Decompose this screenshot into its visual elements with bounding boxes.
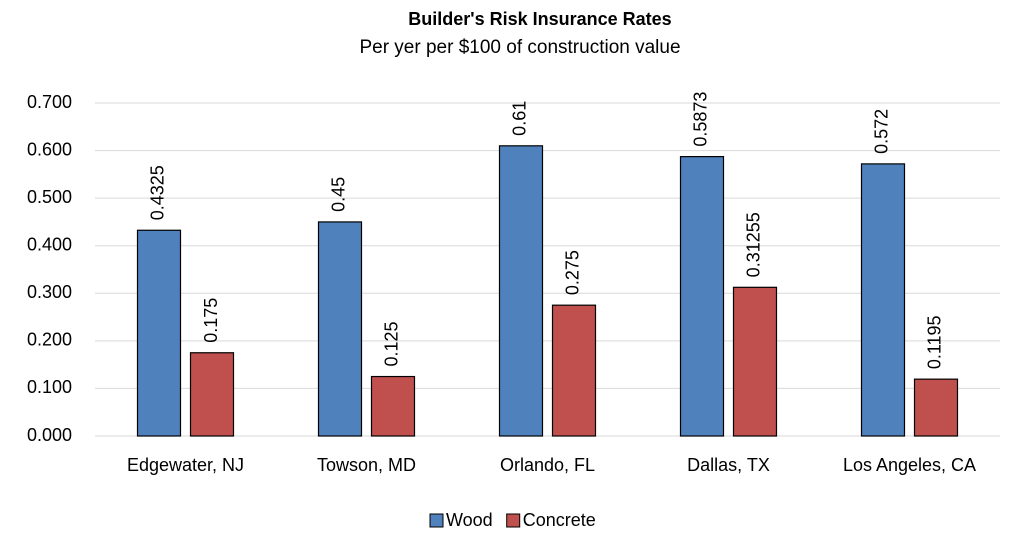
data-label: 0.125 xyxy=(382,321,402,366)
chart-subtitle: Per yer per $100 of construction value xyxy=(359,37,680,58)
bar xyxy=(317,221,363,437)
bar xyxy=(136,229,182,437)
y-tick-label: 0.200 xyxy=(27,330,72,350)
chart-title: Builder's Risk Insurance Rates xyxy=(408,9,671,29)
bar xyxy=(913,378,959,437)
bar xyxy=(679,156,725,437)
x-tick-label: Los Angeles, CA xyxy=(843,455,976,475)
data-label: 0.175 xyxy=(201,298,221,343)
data-label: 0.45 xyxy=(329,177,349,212)
data-label: 0.275 xyxy=(563,250,583,295)
data-label: 0.572 xyxy=(872,109,892,154)
data-label: 0.61 xyxy=(510,101,530,136)
bar xyxy=(498,145,544,437)
y-tick-label: 0.600 xyxy=(27,139,72,159)
x-tick-label: Edgewater, NJ xyxy=(127,455,244,475)
y-tick-label: 0.100 xyxy=(27,377,72,397)
legend-swatch xyxy=(429,513,444,528)
data-label: 0.4325 xyxy=(148,165,168,220)
bar xyxy=(732,286,778,437)
bar xyxy=(860,163,906,437)
x-tick-label: Orlando, FL xyxy=(500,455,595,475)
legend-label: Wood xyxy=(446,510,493,530)
y-tick-label: 0.400 xyxy=(27,234,72,254)
bar xyxy=(189,352,235,437)
x-tick-label: Towson, MD xyxy=(317,455,416,475)
y-tick-label: 0.500 xyxy=(27,187,72,207)
y-tick-label: 0.300 xyxy=(27,282,72,302)
data-label: 0.31255 xyxy=(744,212,764,277)
bar xyxy=(551,304,597,437)
legend-label: Concrete xyxy=(523,510,596,530)
bar xyxy=(370,375,416,437)
y-tick-label: 0.000 xyxy=(27,425,72,445)
x-tick-label: Dallas, TX xyxy=(687,455,770,475)
y-tick-label: 0.700 xyxy=(27,92,72,112)
legend-swatch xyxy=(506,513,521,528)
data-label: 0.5873 xyxy=(691,92,711,147)
data-label: 0.1195 xyxy=(925,315,945,369)
